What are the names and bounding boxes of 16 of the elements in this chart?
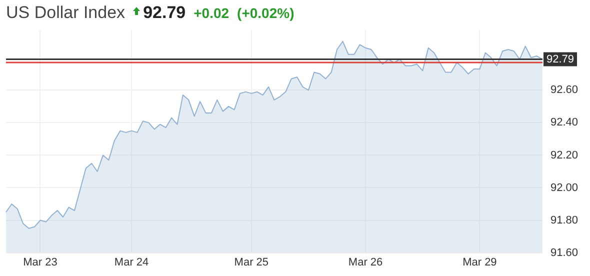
x-tick-label: Mar 24 <box>114 256 149 268</box>
y-tick-label: 92.00 <box>550 182 578 194</box>
chart-title: US Dollar Index <box>6 3 126 23</box>
y-tick-label: 92.60 <box>550 84 578 96</box>
y-tick-label: 92.20 <box>550 149 578 162</box>
ref-line-label: 92.79 <box>546 53 574 66</box>
x-tick-label: Mar 23 <box>23 256 58 268</box>
y-tick-label: 91.60 <box>550 246 578 259</box>
text: 92.79 <box>143 3 186 23</box>
text: (+0.02%) <box>237 5 294 21</box>
x-tick-label: Mar 26 <box>348 256 383 268</box>
text: +0.02 <box>194 5 230 21</box>
y-tick-label: 92.40 <box>550 116 578 129</box>
x-tick-label: Mar 25 <box>234 256 269 268</box>
x-tick-label: Mar 29 <box>462 256 497 268</box>
y-tick-label: 91.80 <box>550 214 578 226</box>
